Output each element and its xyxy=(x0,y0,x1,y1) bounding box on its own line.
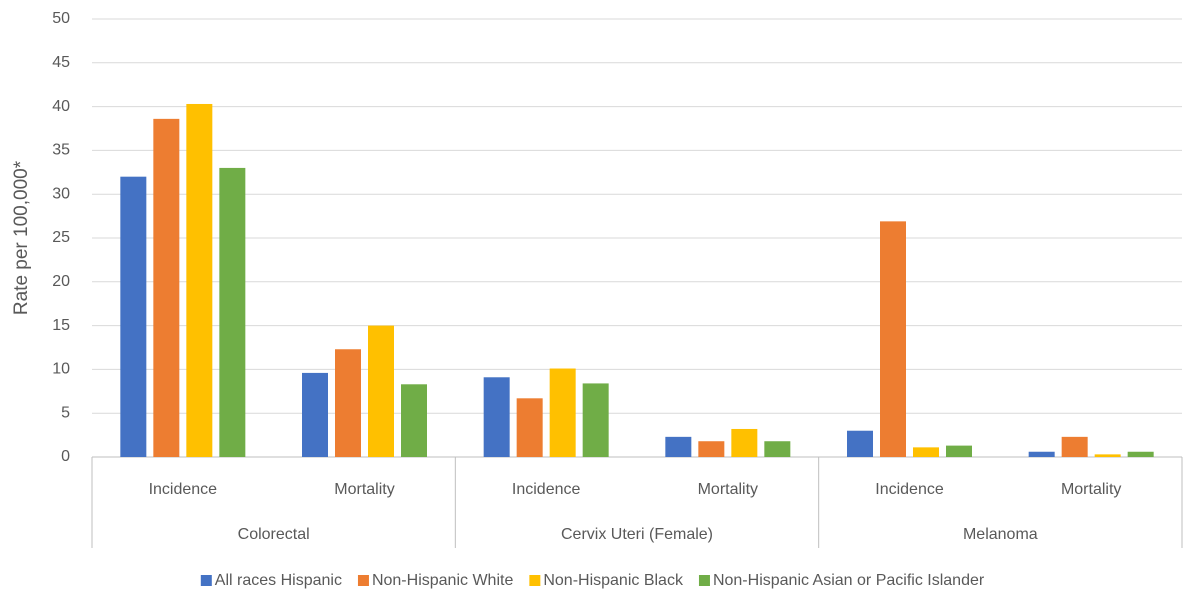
bar xyxy=(302,372,328,457)
group-label: Cervix Uteri (Female) xyxy=(561,526,713,543)
bar xyxy=(153,118,180,457)
y-tick-label: 20 xyxy=(52,273,70,290)
bar xyxy=(483,377,510,457)
x-tick-label: Incidence xyxy=(875,481,944,498)
bar xyxy=(401,384,427,457)
bar xyxy=(1127,451,1154,457)
x-tick-label: Incidence xyxy=(512,481,581,498)
x-tick-label: Mortality xyxy=(698,481,758,498)
y-tick-label: 40 xyxy=(52,98,70,115)
y-tick-label: 35 xyxy=(52,142,70,159)
bar xyxy=(913,447,939,457)
bar xyxy=(1028,451,1055,457)
legend-swatch xyxy=(200,575,212,586)
y-tick-label: 5 xyxy=(61,404,70,421)
bar xyxy=(1094,454,1121,457)
y-axis-label: Rate per 100,000* xyxy=(11,160,32,315)
group-label: Colorectal xyxy=(238,526,310,543)
bar xyxy=(368,325,394,457)
y-tick-label: 50 xyxy=(52,10,70,27)
bar xyxy=(946,445,972,457)
y-tick-label: 0 xyxy=(61,448,70,465)
bar xyxy=(516,398,543,457)
legend-label: Non-Hispanic Black xyxy=(543,572,684,589)
legend-swatch xyxy=(698,575,710,586)
y-tick-label: 30 xyxy=(52,185,70,202)
bar xyxy=(582,383,609,457)
legend-label: Non-Hispanic White xyxy=(372,572,513,589)
bar xyxy=(731,428,758,457)
y-tick-label: 45 xyxy=(52,54,70,71)
bar xyxy=(549,368,576,457)
bar xyxy=(847,430,873,457)
x-tick-label: Mortality xyxy=(1061,481,1121,498)
bar xyxy=(880,221,906,457)
bar xyxy=(764,441,791,457)
y-tick-label: 15 xyxy=(52,317,70,334)
x-tick-label: Mortality xyxy=(334,481,394,498)
bar xyxy=(335,349,361,457)
bar xyxy=(219,167,246,458)
y-tick-label: 25 xyxy=(52,229,70,246)
bar xyxy=(186,103,213,458)
legend-swatch xyxy=(357,575,369,586)
bar xyxy=(665,436,692,457)
bar xyxy=(1061,436,1088,457)
group-label: Melanoma xyxy=(963,526,1038,543)
bar xyxy=(698,441,725,457)
legend-label: Non-Hispanic Asian or Pacific Islander xyxy=(713,572,985,589)
legend-label: All races Hispanic xyxy=(215,572,342,589)
legend-swatch xyxy=(529,575,541,586)
x-tick-label: Incidence xyxy=(149,481,218,498)
y-tick-label: 10 xyxy=(52,361,70,378)
bar xyxy=(120,176,147,457)
